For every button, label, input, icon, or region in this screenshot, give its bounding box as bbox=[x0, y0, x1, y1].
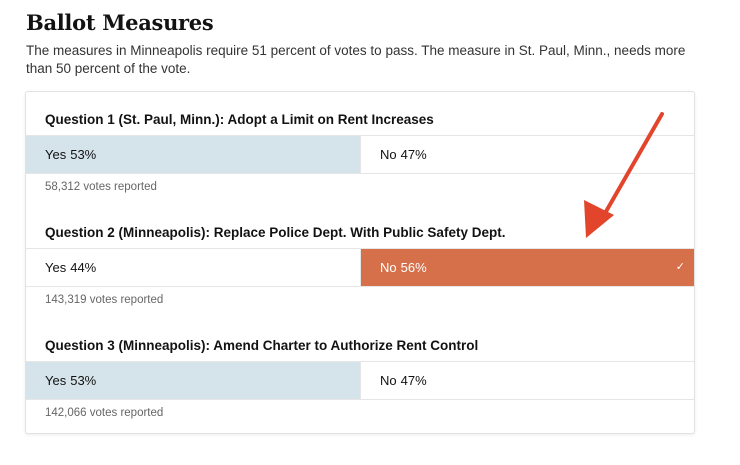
measure-3-yes-value: 53% bbox=[70, 373, 97, 388]
page-subtitle: The measures in Minneapolis require 51 p… bbox=[26, 43, 686, 76]
measure-3-yes-label: Yes bbox=[45, 373, 67, 388]
measure-1-votes-reported: 58,312 votes reported bbox=[45, 181, 157, 193]
measure-2-yes-value: 44% bbox=[70, 260, 97, 275]
ballot-measures-card: Question 1 (St. Paul, Minn.): Adopt a Li… bbox=[25, 91, 695, 434]
measure-3-results-row: Yes 53% No 47% bbox=[26, 361, 694, 400]
measure-3-title: Question 3 (Minneapolis): Amend Charter … bbox=[45, 338, 479, 353]
measure-1-no-value: 47% bbox=[400, 147, 427, 162]
measure-3-no-cell: No 47% bbox=[360, 362, 694, 399]
measure-1-no-cell: No 47% bbox=[360, 136, 694, 173]
winner-check-icon: ✓ bbox=[675, 261, 685, 273]
measure-2-yes-cell: Yes 44% bbox=[26, 249, 360, 286]
measure-3-votes-reported: 142,066 votes reported bbox=[45, 407, 164, 419]
measure-2-votes-reported: 143,319 votes reported bbox=[45, 294, 164, 306]
measure-2-no-cell: No 56% ✓ bbox=[360, 249, 694, 286]
measure-1-yes-cell: Yes 53% bbox=[26, 136, 360, 173]
measure-1-yes-label: Yes bbox=[45, 147, 67, 162]
measure-1-results-row: Yes 53% No 47% bbox=[26, 135, 694, 174]
measure-1-title: Question 1 (St. Paul, Minn.): Adopt a Li… bbox=[45, 112, 434, 127]
measure-3-no-value: 47% bbox=[400, 373, 427, 388]
page-title: Ballot Measures bbox=[26, 10, 214, 35]
measure-2-title: Question 2 (Minneapolis): Replace Police… bbox=[45, 225, 506, 240]
measure-2-yes-label: Yes bbox=[45, 260, 67, 275]
measure-3-yes-cell: Yes 53% bbox=[26, 362, 360, 399]
measure-2-no-value: 56% bbox=[400, 260, 427, 275]
measure-3-no-label: No bbox=[380, 373, 397, 388]
measure-2-no-label: No bbox=[380, 260, 397, 275]
measure-1-no-label: No bbox=[380, 147, 397, 162]
measure-2-results-row: Yes 44% No 56% ✓ bbox=[26, 248, 694, 287]
measure-1-yes-value: 53% bbox=[70, 147, 97, 162]
